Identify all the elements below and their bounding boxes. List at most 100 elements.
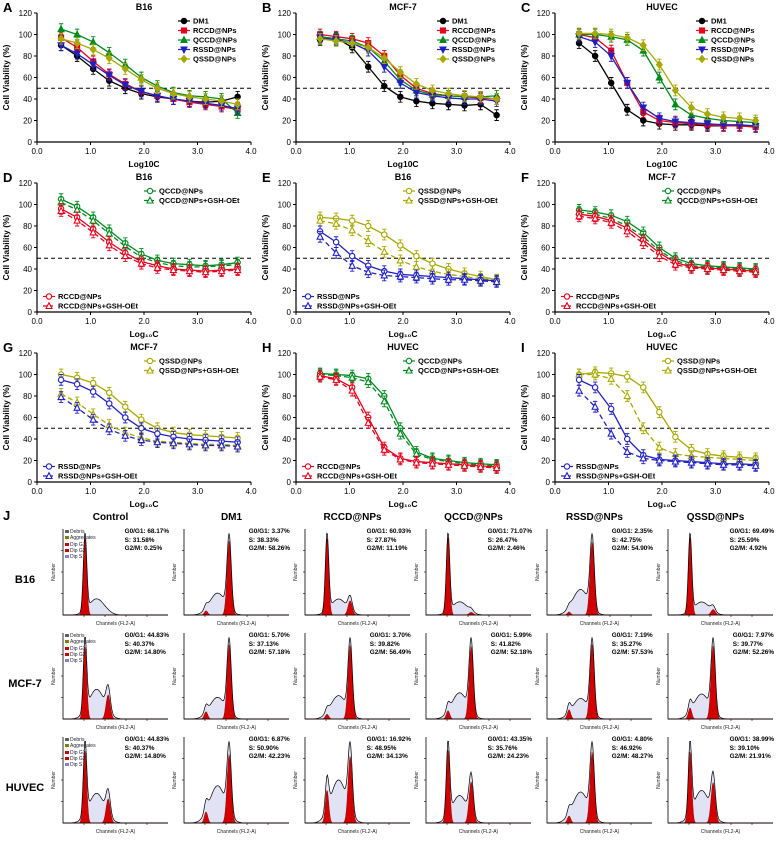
legend-swatch-icon bbox=[65, 555, 69, 559]
flow-legend-item: Dip G2 bbox=[65, 652, 96, 658]
svg-text:80: 80 bbox=[541, 222, 550, 231]
flow-legend: Debris Aggregates Dip G1 Dip G2 Dip S bbox=[65, 529, 96, 560]
flow-stat-g0g1: G0/G1: 44.83% bbox=[124, 632, 169, 639]
legend-swatch-icon bbox=[65, 530, 69, 534]
flow-stat-s: S: 31.58% bbox=[124, 536, 155, 544]
panel-letter: B bbox=[262, 0, 272, 15]
svg-text:4.0: 4.0 bbox=[245, 147, 257, 156]
svg-text:120: 120 bbox=[19, 179, 33, 188]
flow-stat-g2m: G2/M: 52.18% bbox=[490, 649, 532, 657]
flow-stat-s: S: 25.59% bbox=[729, 536, 760, 544]
svg-text:QCCD@NPs+GSH-OEt: QCCD@NPs+GSH-OEt bbox=[159, 196, 240, 205]
legend-swatch-icon bbox=[65, 542, 69, 546]
svg-text:Number: Number bbox=[535, 667, 541, 685]
svg-text:80: 80 bbox=[23, 392, 32, 401]
svg-text:Number: Number bbox=[656, 771, 662, 789]
svg-text:3.0: 3.0 bbox=[192, 147, 204, 156]
svg-text:Number: Number bbox=[414, 563, 420, 581]
series-QSSD@NPs bbox=[316, 211, 500, 286]
legend-swatch-icon bbox=[65, 652, 69, 656]
flow-stat-s: S: 38.33% bbox=[248, 536, 279, 544]
svg-text:1.0: 1.0 bbox=[603, 487, 615, 496]
flow-stats: G0/G1: 4.80% S: 46.92% G2/M: 48.27% bbox=[612, 736, 653, 762]
flow-histogram: Channels (FL2-A) Number bbox=[656, 737, 773, 835]
flow-stat-g2m: G2/M: 4.92% bbox=[729, 545, 768, 553]
svg-text:100: 100 bbox=[278, 200, 292, 209]
flow-cell-HUVEC-QCCD@NPs: Channels (FL2-A) Number G0/G1: 43.35% S: 35… bbox=[413, 734, 534, 841]
svg-text:2.0: 2.0 bbox=[397, 487, 409, 496]
flow-legend-item: Aggregates bbox=[65, 639, 96, 645]
svg-text:120: 120 bbox=[19, 9, 33, 18]
series-QSSD@NPs+GSH-OEt bbox=[575, 368, 760, 467]
flow-stat-g2m: G2/M: 58.26% bbox=[248, 545, 290, 553]
flow-cell-MCF-7-DM1: Channels (FL2-A) Number G0/G1: 5.70% S: 37.… bbox=[171, 630, 292, 737]
svg-text:20: 20 bbox=[23, 286, 32, 295]
flow-stat-g0g1: G0/G1: 3.70% bbox=[369, 632, 411, 639]
flow-stats: G0/G1: 3.37% S: 38.33% G2/M: 58.26% bbox=[249, 528, 290, 554]
svg-text:100: 100 bbox=[278, 30, 292, 39]
flow-cell-B16-QCCD@NPs: Channels (FL2-A) Number G0/G1: 71.07% S: 26… bbox=[413, 526, 534, 633]
svg-text:Channels (FL2-A): Channels (FL2-A) bbox=[459, 829, 499, 835]
flow-stat-s: S: 40.37% bbox=[124, 744, 155, 752]
flow-legend-item: Debris bbox=[65, 529, 96, 535]
svg-text:Channels (FL2-A): Channels (FL2-A) bbox=[701, 621, 741, 627]
legend-swatch-icon bbox=[65, 750, 69, 754]
viability-chart-C: HUVEC 0 20 40 60 80 100 120 0.0 1.0 2.0 3.0 4.0 Log10… bbox=[519, 2, 775, 169]
flow-legend-item: Dip G1 bbox=[65, 542, 96, 548]
svg-text:4.0: 4.0 bbox=[245, 317, 257, 326]
legend-swatch-icon bbox=[65, 640, 69, 644]
svg-text:Channels (FL2-A): Channels (FL2-A) bbox=[459, 621, 499, 627]
svg-text:Log₁₀C: Log₁₀C bbox=[129, 329, 158, 339]
svg-text:80: 80 bbox=[541, 52, 550, 61]
svg-text:MCF-7: MCF-7 bbox=[648, 172, 676, 182]
svg-text:B16: B16 bbox=[395, 172, 412, 182]
svg-text:Channels (FL2-A): Channels (FL2-A) bbox=[701, 829, 741, 835]
svg-text:MCF-7: MCF-7 bbox=[389, 2, 417, 12]
flow-cell-HUVEC-RCCD@NPs: Channels (FL2-A) Number G0/G1: 16.92% S: 48… bbox=[292, 734, 413, 841]
svg-text:120: 120 bbox=[278, 179, 292, 188]
flow-stat-s: S: 27.87% bbox=[366, 536, 397, 544]
flow-stat-g0g1: G0/G1: 68.17% bbox=[124, 528, 169, 535]
svg-text:0: 0 bbox=[287, 308, 292, 317]
svg-text:80: 80 bbox=[282, 222, 291, 231]
svg-text:3.0: 3.0 bbox=[710, 317, 722, 326]
panel-letter: C bbox=[521, 0, 531, 15]
viability-chart-B: MCF-7 0 20 40 60 80 100 120 0.0 1.0 2.0 3.0 4.0 Log10… bbox=[260, 2, 516, 169]
flow-cell-MCF-7-RCCD@NPs: Channels (FL2-A) Number G0/G1: 3.70% S: 39.… bbox=[292, 630, 413, 737]
svg-text:RCCD@NPs: RCCD@NPs bbox=[58, 292, 102, 301]
svg-text:100: 100 bbox=[537, 370, 551, 379]
svg-text:Channels (FL2-A): Channels (FL2-A) bbox=[217, 829, 257, 835]
legend-swatch-icon bbox=[65, 548, 69, 552]
svg-text:80: 80 bbox=[23, 52, 32, 61]
svg-text:Log₁₀C: Log₁₀C bbox=[129, 499, 158, 509]
svg-text:0.0: 0.0 bbox=[290, 317, 302, 326]
series-QCCD@NPs+GSH-OEt bbox=[57, 196, 242, 273]
legend-swatch-icon bbox=[65, 763, 69, 767]
svg-text:Cell Viability (%): Cell Viability (%) bbox=[260, 214, 270, 280]
svg-text:2.0: 2.0 bbox=[656, 147, 668, 156]
svg-text:20: 20 bbox=[541, 456, 550, 465]
flow-stat-s: S: 40.37% bbox=[124, 640, 155, 648]
svg-text:Channels (FL2-A): Channels (FL2-A) bbox=[338, 829, 378, 835]
flow-stat-g0g1: G0/G1: 60.93% bbox=[366, 528, 411, 535]
flow-stat-g0g1: G0/G1: 38.99% bbox=[729, 736, 774, 743]
svg-text:RCCD@NPs+GSH-OEt: RCCD@NPs+GSH-OEt bbox=[317, 472, 398, 481]
svg-text:0: 0 bbox=[28, 308, 33, 317]
flow-histogram: Channels (FL2-A) Number bbox=[414, 529, 531, 627]
svg-text:60: 60 bbox=[282, 73, 291, 82]
svg-text:Log10C: Log10C bbox=[128, 159, 159, 169]
flow-legend-item: Dip G2 bbox=[65, 548, 96, 554]
svg-text:Channels (FL2-A): Channels (FL2-A) bbox=[580, 725, 620, 731]
svg-text:40: 40 bbox=[23, 265, 32, 274]
flow-cell-B16-Control: Channels (FL2-A) Number G0/G1: 68.17% S: 31… bbox=[50, 526, 171, 633]
flow-legend-item: Debris bbox=[65, 737, 96, 743]
flow-cytometry-section: J Control DM1 RCCD@NPs QCCD@NPs RSSD@NPs QSSD… bbox=[0, 508, 778, 841]
panel-letter: F bbox=[521, 170, 529, 185]
svg-text:100: 100 bbox=[278, 370, 292, 379]
flow-cell-HUVEC-QSSD@NPs: Channels (FL2-A) Number G0/G1: 38.99% S: 39… bbox=[655, 734, 776, 841]
